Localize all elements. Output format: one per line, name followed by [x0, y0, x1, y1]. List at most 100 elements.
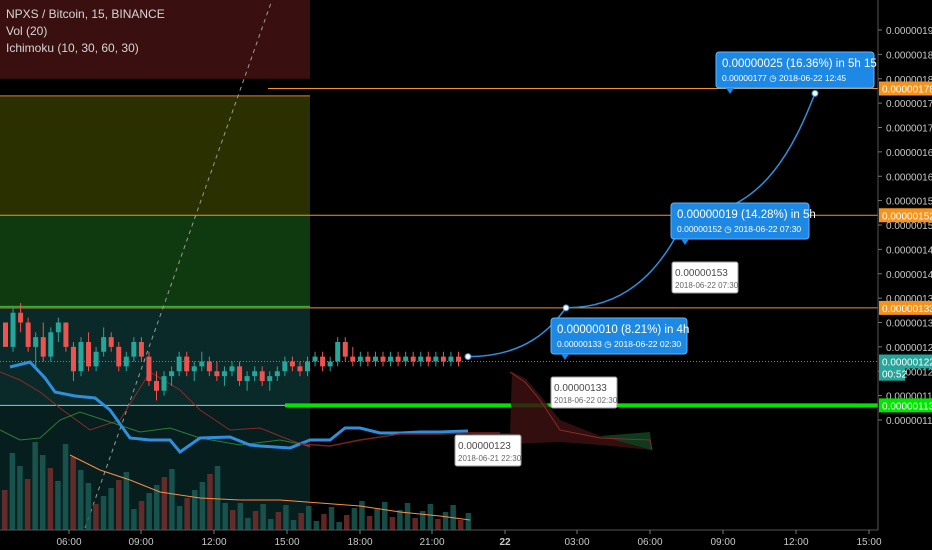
x-tick-label-4: 18:00: [347, 537, 372, 548]
volume-bar-39: [298, 513, 304, 530]
x-tick-label-8: 06:00: [637, 537, 662, 548]
volume-bar-29: [222, 503, 228, 530]
volume-bar-35: [268, 519, 274, 530]
candle-body-34: [259, 371, 265, 381]
callout-box: [670, 202, 810, 240]
ichimoku-indicator-label[interactable]: Ichimoku (10, 30, 60, 30): [6, 41, 139, 55]
x-tick-label-6: 22: [499, 537, 511, 548]
volume-bar-23: [176, 506, 183, 530]
price-badge-3: 0.00000122: [879, 354, 932, 369]
y-tick-label-5: 0.00000165: [886, 148, 932, 159]
zone-green: [0, 215, 310, 307]
candle-body-10: [78, 342, 84, 372]
candle-body-25: [191, 366, 197, 372]
candle-body-58: [440, 356, 446, 362]
price-badge-label: 0.00000152: [882, 211, 932, 222]
candle-body-42: [320, 356, 326, 367]
volume-bar-42: [321, 514, 327, 530]
candle-body-3: [25, 322, 31, 347]
volume-bar-31: [237, 503, 244, 530]
volume-bar-55: [420, 511, 426, 530]
volume-bar-30: [230, 510, 236, 530]
candle-body-37: [282, 361, 288, 372]
projection-point-3: [811, 89, 819, 97]
volume-bar-50: [382, 502, 388, 530]
volume-indicator-label[interactable]: Vol (20): [6, 24, 48, 38]
candle-body-35: [267, 376, 273, 381]
candle-body-52: [395, 356, 401, 362]
ichimoku-span-b: [509, 371, 653, 451]
candle-body-48: [365, 356, 371, 362]
volume-bar-14: [108, 488, 114, 530]
callout-detail: 0.00000133 ◷ 2018-06-22 02:30: [557, 339, 681, 349]
x-tick-label-0: 06:00: [56, 537, 81, 548]
candle-body-23: [176, 356, 182, 372]
price-badge-2: 0.00000133: [879, 300, 932, 315]
candle-body-56: [425, 356, 431, 362]
price-label-0: 0.00000123 2018-06-21 22:30: [454, 434, 522, 467]
candle-body-36: [274, 371, 280, 377]
y-tick-label-13: 0.00000125: [886, 343, 932, 354]
price-label-time: 2018-06-22 02:30: [554, 396, 618, 405]
x-tick-label-5: 21:00: [419, 537, 444, 548]
volume-bar-20: [154, 485, 160, 530]
price-label-value: 0.00000153: [675, 268, 728, 279]
volume-bar-6: [47, 468, 54, 530]
volume-bar-15: [116, 480, 122, 530]
candle-body-19: [146, 356, 152, 381]
symbol-title[interactable]: NPXS / Bitcoin, 15, BINANCE: [6, 7, 165, 21]
candle-body-1: [10, 312, 16, 347]
price-label-time: 2018-06-22 07:30: [675, 281, 739, 290]
volume-bar-16: [123, 472, 130, 530]
price-badge-0: 0.00000178: [879, 81, 932, 96]
volume-bar-3: [24, 479, 31, 530]
ichimoku-conversion-line: [299, 432, 500, 447]
volume-bar-12: [93, 504, 99, 530]
price-badge-bg: [879, 81, 932, 96]
candle-body-9: [70, 346, 76, 372]
volume-bar-44: [336, 522, 342, 530]
volume-bar-21: [161, 477, 168, 530]
price-badge-bg: [879, 208, 932, 223]
volume-bar-1: [9, 453, 16, 530]
candle-body-11: [86, 342, 92, 367]
x-tick-label-2: 12:00: [201, 537, 226, 548]
candle-body-50: [380, 356, 386, 362]
candle-body-39: [297, 366, 303, 372]
y-tick-label-7: 0.00000155: [886, 197, 932, 208]
volume-bar-25: [192, 490, 198, 530]
candle-body-60: [456, 356, 461, 362]
callout-pointer: [561, 354, 569, 360]
zone-red: [0, 0, 310, 79]
price-badge-label: 0.00000122: [882, 358, 932, 369]
volume-bar-24: [184, 498, 190, 530]
candle-body-7: [55, 322, 61, 333]
volume-bar-5: [40, 455, 46, 530]
candle-body-40: [305, 361, 310, 372]
diagonal-dashed-line: [84, 0, 273, 529]
volume-bar-47: [359, 501, 365, 530]
callout-box: [550, 317, 688, 355]
candle-body-45: [342, 342, 348, 357]
callout-detail: 0.00000177 ◷ 2018-06-22 12:45: [722, 73, 846, 83]
callout-1: 0.00000019 (14.28%) in 5h 0.00000152 ◷ 20…: [670, 202, 816, 245]
candle-body-28: [214, 371, 220, 377]
volume-bar-56: [427, 504, 434, 530]
ichimoku-cloud-future-green: [600, 432, 652, 450]
volume-bar-53: [404, 503, 411, 530]
price-label-time: 2018-06-21 22:30: [458, 454, 522, 463]
y-tick-label-1: 0.00000185: [886, 50, 932, 61]
price-label-1: 0.00000133 2018-06-22 02:30: [550, 376, 618, 409]
candle-body-13: [101, 337, 107, 352]
y-tick-label-3: 0.00000175: [886, 99, 932, 110]
volume-bar-13: [100, 496, 107, 530]
x-tick-label-1: 09:00: [128, 537, 153, 548]
callout-detail: 0.00000152 ◷ 2018-06-22 07:30: [677, 224, 801, 234]
candle-body-51: [388, 356, 394, 362]
y-tick-label-11: 0.00000135: [886, 294, 932, 305]
candle-body-16: [123, 356, 129, 367]
